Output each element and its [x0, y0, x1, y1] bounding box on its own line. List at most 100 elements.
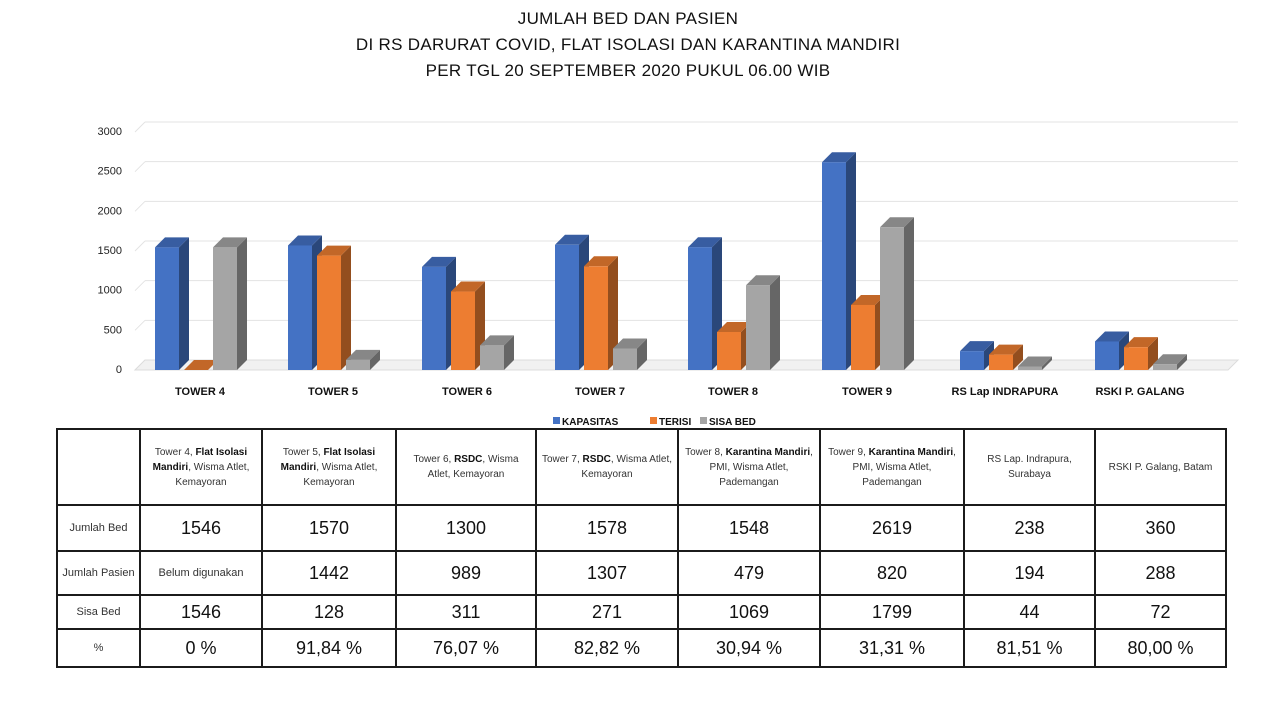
table-cell: 194 [963, 550, 1096, 596]
bar-sisa-bed [880, 217, 914, 370]
gridline-diag [134, 121, 146, 133]
header-bold-text: Flat Isolasi Mandiri [280, 446, 376, 473]
table-cell: 128 [261, 594, 397, 630]
table-cell: 2619 [819, 504, 965, 552]
table-row: Jumlah Pasien Belum digunakan 1442 989 1307 4… [56, 550, 1227, 596]
table-cell: 271 [535, 594, 679, 630]
legend-swatch [650, 417, 657, 424]
bar-sisa-bed [613, 338, 647, 370]
header-text: , Wisma Atlet, Kemayoran [427, 454, 519, 480]
table-cell: 1069 [677, 594, 821, 630]
table-cell: 0 % [139, 628, 263, 668]
x-tick-label: TOWER 4 [175, 386, 226, 398]
bar-kapasitas [288, 235, 322, 370]
y-tick-label: 2500 [98, 166, 122, 178]
table-cell: 81,51 % [963, 628, 1096, 668]
table-cell: 360 [1094, 504, 1227, 552]
y-tick-label: 2000 [98, 205, 122, 217]
gridline-diag [134, 200, 146, 212]
column-header: Tower 8, Karantina Mandiri, PMI, Wisma A… [677, 428, 821, 506]
data-table: Tower 4, Flat Isolasi Mandiri , Wisma Atl… [56, 428, 1227, 668]
legend-label: TERISI [659, 417, 691, 428]
x-tick-label: RSKI P. GALANG [1095, 386, 1184, 398]
column-header: Tower 9, Karantina Mandiri, PMI, Wisma A… [819, 428, 965, 506]
column-header: Tower 5, Flat Isolasi Mandiri, Wisma Atl… [261, 428, 397, 506]
bar-terisi [989, 344, 1023, 370]
table-cell: 1300 [395, 504, 537, 552]
bar-kapasitas [422, 256, 456, 370]
header-bold-text: Karantina Mandiri [725, 446, 811, 458]
bar-sisa-bed [346, 349, 380, 370]
table-cell: 1546 [139, 594, 263, 630]
bar-kapasitas [155, 237, 189, 370]
row-label: Jumlah Pasien [56, 550, 141, 596]
bar-terisi [717, 321, 751, 370]
table-cell: 76,07 % [395, 628, 537, 668]
y-tick-label: 1000 [98, 285, 122, 297]
bar-terisi [1124, 337, 1158, 370]
chart-title: JUMLAH BED DAN PASIEN DI RS DARURAT COVI… [0, 6, 1256, 84]
table-cell: 1548 [677, 504, 821, 552]
table-cell: 311 [395, 594, 537, 630]
bar-sisa-bed [746, 275, 780, 370]
table-row: Sisa Bed 1546 128 311 271 1069 1799 44 72 [56, 594, 1227, 630]
row-label: Sisa Bed [56, 594, 141, 630]
bar-kapasitas [822, 152, 856, 370]
header-text: Tower 8, [685, 446, 726, 458]
table-body: Tower 4, Flat Isolasi Mandiri , Wisma Atl… [56, 428, 1227, 668]
x-tick-label: TOWER 5 [308, 386, 358, 398]
table-cell: 1546 [139, 504, 263, 552]
header-text: Tower 6, [413, 454, 455, 465]
table-cell: 31,31 % [819, 628, 965, 668]
y-tick-label: 1500 [98, 245, 122, 257]
column-header: Tower 7, RSDC, Wisma Atlet, Kemayoran [535, 428, 679, 506]
column-header: Tower 6, RSDC, Wisma Atlet, Kemayoran [395, 428, 537, 506]
table-cell: 288 [1094, 550, 1227, 596]
header-bold-text: RSDC [454, 454, 483, 465]
column-header: RS Lap. Indrapura, Surabaya [963, 428, 1096, 506]
header-text: Tower 9, [828, 446, 869, 458]
corner-cell [56, 428, 141, 506]
legend-label: KAPASITAS [562, 417, 619, 428]
header-text: RSKI P. Galang, Batam [1108, 461, 1213, 473]
row-label: Jumlah Bed [56, 504, 141, 552]
bar-sisa-bed [1018, 356, 1052, 370]
y-tick-label: 3000 [98, 126, 122, 138]
header-bold-text: Karantina Mandiri [868, 446, 954, 458]
bar-kapasitas [555, 234, 589, 370]
x-tick-label: RS Lap INDRAPURA [952, 386, 1059, 398]
table-header-row: Tower 4, Flat Isolasi Mandiri , Wisma Atl… [56, 428, 1227, 506]
legend-swatch [553, 417, 560, 424]
bar-kapasitas [688, 237, 722, 370]
title-line-3: PER TGL 20 SEPTEMBER 2020 PUKUL 06.00 WI… [425, 61, 831, 80]
bar-terisi [184, 360, 218, 370]
table-cell: 1307 [535, 550, 679, 596]
table-cell: 30,94 % [677, 628, 821, 668]
title-line-2: DI RS DARURAT COVID, FLAT ISOLASI DAN KA… [355, 35, 901, 54]
table-cell: 80,00 % [1094, 628, 1227, 668]
y-tick-label: 0 [116, 364, 122, 376]
table-cell: 82,82 % [535, 628, 679, 668]
table-cell: 72 [1094, 594, 1227, 630]
bar-sisa-bed [480, 335, 514, 370]
x-tick-label: TOWER 9 [842, 386, 892, 398]
header-text: RS Lap. Indrapura, Surabaya [987, 454, 1072, 480]
gridline-diag [134, 161, 146, 173]
bar-terisi [317, 245, 351, 370]
gridline-diag [134, 240, 146, 252]
bar-terisi [851, 294, 885, 370]
header-bold-text: Flat Isolasi Mandiri [152, 446, 248, 473]
legend-label: SISA BED [709, 417, 756, 428]
table-cell: 1799 [819, 594, 965, 630]
y-tick-label: 500 [104, 324, 122, 336]
table-cell: 479 [677, 550, 821, 596]
table-cell: 1570 [261, 504, 397, 552]
gridline-diag [134, 280, 146, 292]
bar-terisi [451, 281, 485, 370]
table-cell: 238 [963, 504, 1096, 552]
row-label: % [56, 628, 141, 668]
header-bold-text: RSDC [582, 454, 611, 465]
column-header: Tower 4, Flat Isolasi Mandiri, Wisma Atl… [139, 428, 263, 506]
header-text: Tower 4, [154, 446, 196, 458]
table-cell: 989 [395, 550, 537, 596]
